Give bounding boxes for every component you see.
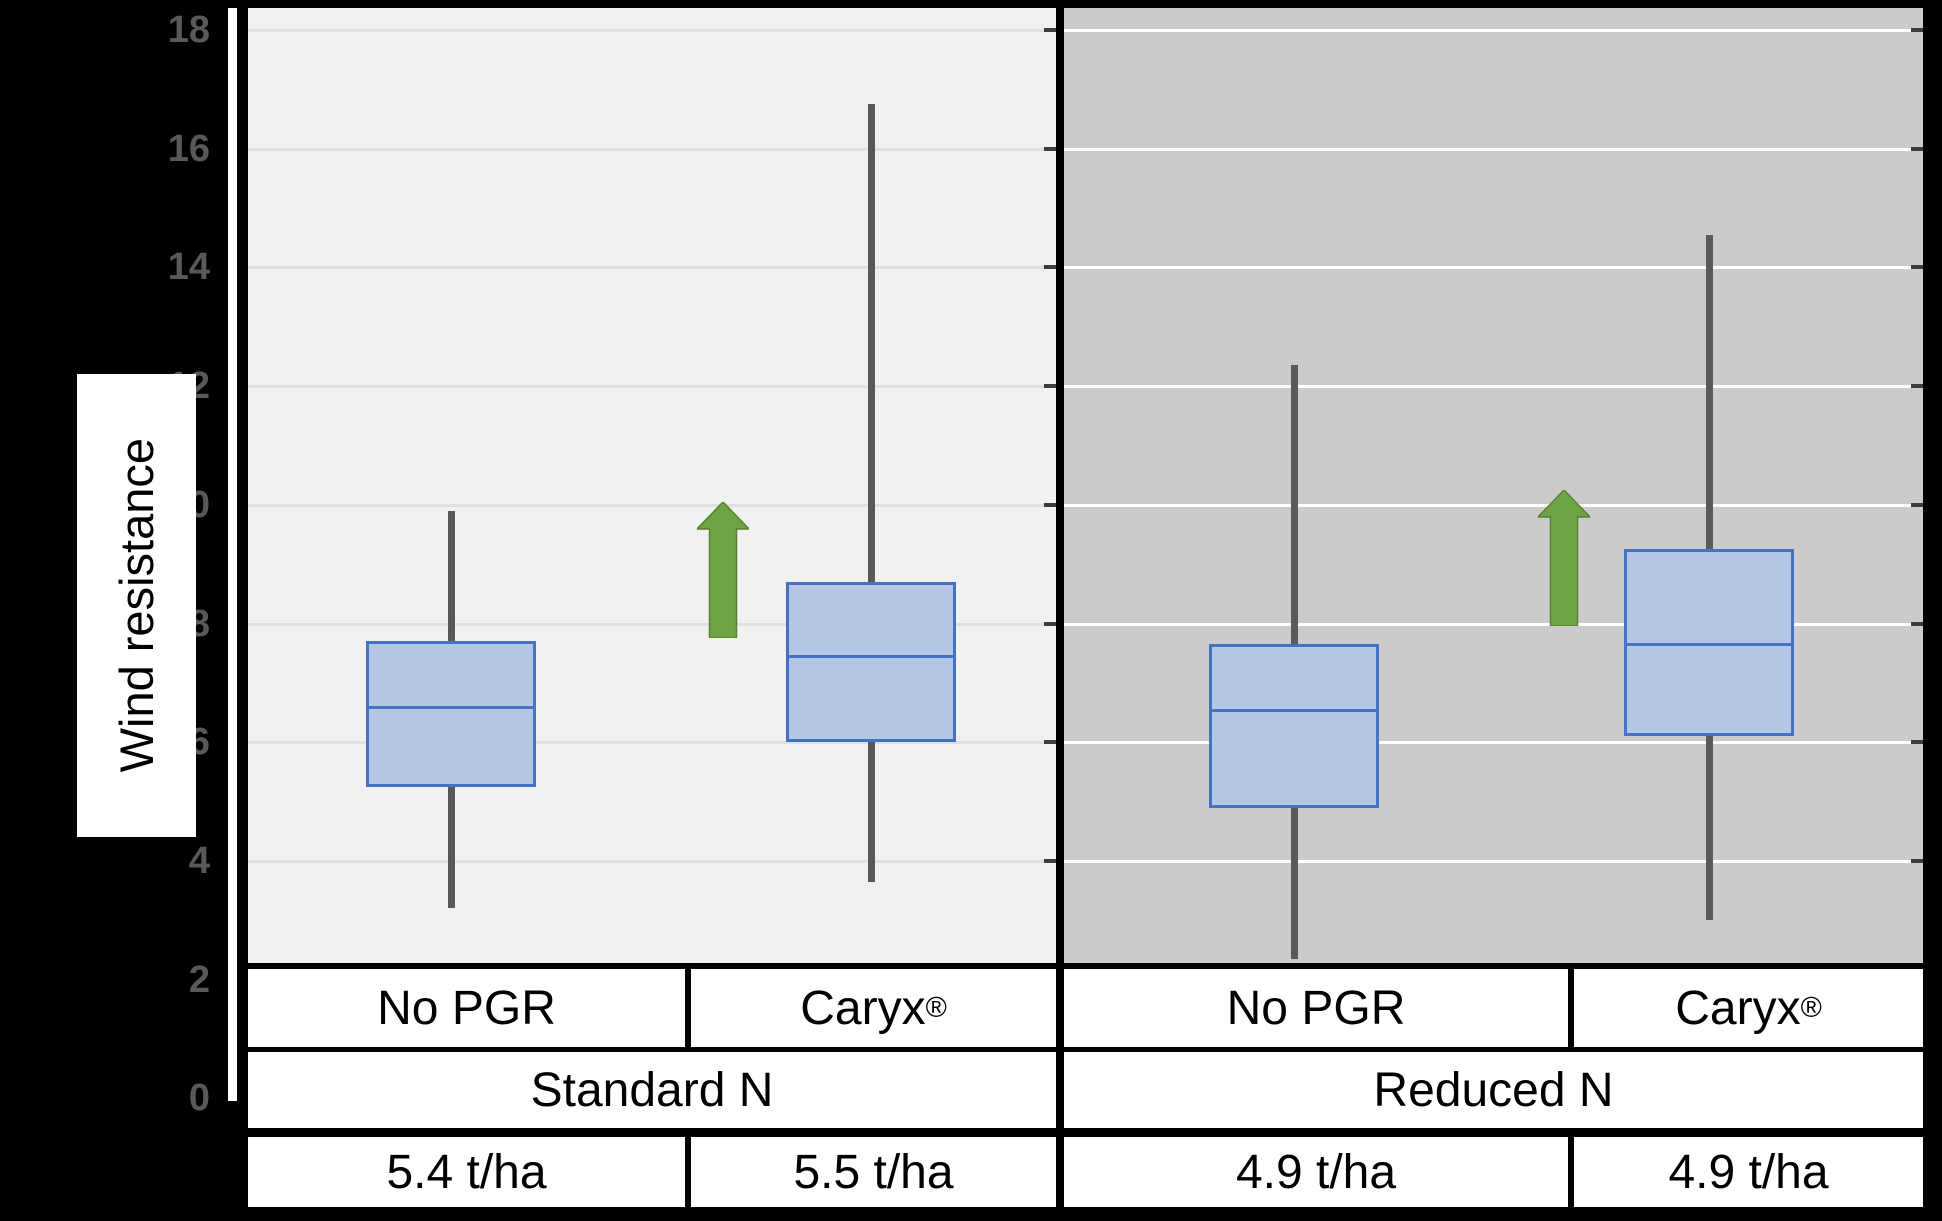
panel-standard-n <box>248 8 1056 963</box>
y-axis-title-box: Wind resistance <box>77 374 196 837</box>
median-line-1 <box>369 705 533 709</box>
gridline-12 <box>248 385 1056 389</box>
cell-treatment-4: Caryx ® <box>1574 969 1923 1047</box>
gridline-14 <box>248 266 1056 270</box>
gridline-6 <box>1064 741 1923 745</box>
cell-nitrogen-reduced: Reduced N <box>1064 1052 1923 1128</box>
cell-treatment-1: No PGR <box>248 969 685 1047</box>
y-axis-line <box>228 8 237 1101</box>
tick-stub-10 <box>1044 502 1056 507</box>
median-line-4 <box>1627 643 1791 647</box>
cell-nitrogen-standard: Standard N <box>248 1052 1056 1128</box>
box-4-caryx <box>1624 549 1794 737</box>
y-tick-label-2: 2 <box>188 958 210 1001</box>
tick-stub-18 <box>1044 28 1056 32</box>
tick-stub-4 <box>1044 858 1056 863</box>
tick-stub-14 <box>1044 265 1056 270</box>
gridline-4 <box>248 859 1056 863</box>
y-tick-label-14: 14 <box>167 246 210 289</box>
tick-stub-14 <box>1911 265 1923 270</box>
gridline-18 <box>248 29 1056 32</box>
tick-stub-8 <box>1911 621 1923 626</box>
tick-stub-16 <box>1044 146 1056 151</box>
gridline-4 <box>1064 859 1923 863</box>
y-tick-label-4: 4 <box>188 839 210 882</box>
gridline-10 <box>248 503 1056 507</box>
gridline-8 <box>1064 622 1923 626</box>
whisker-lower-2 <box>867 742 875 882</box>
gridline-6 <box>248 741 1056 745</box>
box-3-nopgr <box>1209 644 1379 808</box>
tick-stub-8 <box>1044 621 1056 626</box>
gridline-8 <box>248 622 1056 626</box>
improvement-arrow-icon <box>695 501 751 643</box>
gridline-10 <box>1064 503 1923 507</box>
median-line-2 <box>789 655 953 659</box>
gridline-12 <box>1064 385 1923 389</box>
whisker-upper-4 <box>1705 234 1713 550</box>
cell-yield-2: 5.5 t/ha <box>691 1137 1056 1207</box>
whisker-upper-2 <box>867 104 875 582</box>
cell-yield-4: 4.9 t/ha <box>1574 1137 1923 1207</box>
tick-stub-18 <box>1911 28 1923 32</box>
panel-divider <box>1056 8 1064 1213</box>
box-1-nopgr <box>366 641 536 787</box>
y-axis-title: Wind resistance <box>110 438 163 773</box>
tick-stub-6 <box>1911 740 1923 745</box>
cell-yield-3: 4.9 t/ha <box>1064 1137 1568 1207</box>
tick-stub-10 <box>1911 502 1923 507</box>
median-line-3 <box>1212 708 1376 712</box>
whisker-lower-3 <box>1290 807 1298 959</box>
whisker-upper-1 <box>447 510 455 642</box>
gridline-16 <box>1064 147 1923 151</box>
tick-stub-12 <box>1044 384 1056 389</box>
category-table: No PGR Caryx ® No PGR Caryx ® Standard N R… <box>248 963 1930 1213</box>
panel-reduced-n <box>1064 8 1923 963</box>
gridline-16 <box>248 147 1056 151</box>
y-tick-label-18: 18 <box>167 9 210 51</box>
y-tick-label-0: 0 <box>188 1077 210 1120</box>
tick-stub-12 <box>1911 384 1923 389</box>
improvement-arrow-icon <box>1536 489 1592 631</box>
cell-yield-1: 5.4 t/ha <box>248 1137 685 1207</box>
whisker-lower-4 <box>1705 736 1713 921</box>
whisker-lower-1 <box>447 786 455 909</box>
cell-treatment-3: No PGR <box>1064 969 1568 1047</box>
tick-stub-4 <box>1911 858 1923 863</box>
tick-stub-16 <box>1911 146 1923 151</box>
whisker-upper-3 <box>1290 365 1298 645</box>
gridline-14 <box>1064 266 1923 270</box>
tick-stub-6 <box>1044 740 1056 745</box>
cell-treatment-2: Caryx ® <box>691 969 1056 1047</box>
y-tick-label-16: 16 <box>167 127 210 170</box>
box-2-caryx <box>786 582 956 743</box>
gridline-18 <box>1064 29 1923 32</box>
